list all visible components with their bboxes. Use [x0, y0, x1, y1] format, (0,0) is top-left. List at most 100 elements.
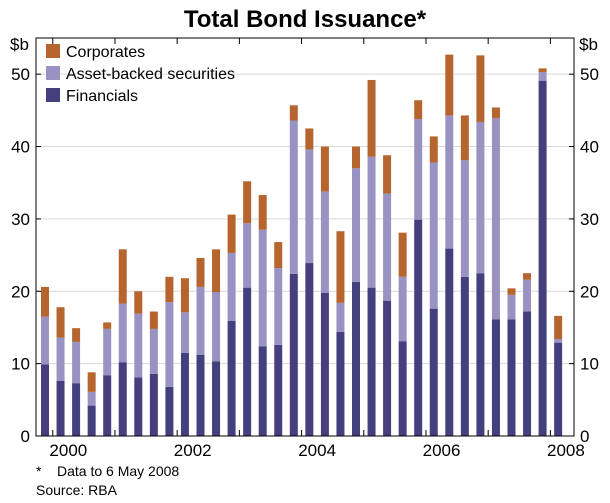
y-axis-ticks: 0 0 10 10 20 20 30 30 40 40 50 50 [11, 65, 599, 446]
bar-asset-backed-securities-2002Q3 [212, 291, 221, 362]
bar-asset-backed-securities-2003Q3 [274, 268, 283, 345]
legend-swatch [46, 44, 60, 58]
bar-financials-2006Q2 [445, 248, 454, 436]
bar-corporates-2003Q1 [243, 181, 252, 224]
bar-asset-backed-securities-2007Q2 [507, 294, 516, 320]
bar-financials-2001Q2 [134, 377, 143, 436]
bar-corporates-2001Q2 [134, 291, 143, 314]
bar-financials-2000Q2 [72, 383, 81, 436]
plot-frame [35, 37, 575, 437]
bar-asset-backed-securities-2000Q1 [56, 337, 65, 382]
bar-asset-backed-securities-2002Q1 [180, 312, 189, 353]
x-tick-label: 2004 [298, 441, 336, 460]
bar-corporates-2005Q1 [367, 79, 376, 157]
bar-corporates-2005Q3 [398, 232, 407, 277]
bar-corporates-2006Q4 [476, 55, 485, 122]
x-tick-label: 2008 [547, 441, 585, 460]
y-tick-label-left: 30 [11, 210, 30, 229]
bar-asset-backed-securities-2004Q1 [305, 149, 314, 264]
bar-asset-backed-securities-2005Q4 [414, 119, 423, 220]
bar-financials-2000Q1 [56, 381, 65, 436]
bar-financials-2004Q1 [305, 263, 314, 436]
bar-corporates-2004Q1 [305, 128, 314, 150]
bar-corporates-2007Q3 [523, 273, 532, 280]
y-tick-label-left: 50 [11, 65, 30, 84]
bar-corporates-2000Q2 [72, 328, 81, 342]
bar-asset-backed-securities-2004Q4 [352, 168, 360, 282]
bar-financials-2007Q1 [491, 319, 500, 436]
bar-asset-backed-securities-2001Q1 [118, 303, 127, 363]
bar-asset-backed-securities-2006Q3 [460, 160, 469, 277]
y-tick-label-right: 50 [580, 65, 599, 84]
bar-asset-backed-securities-2004Q2 [320, 191, 329, 293]
bar-asset-backed-securities-2005Q2 [383, 193, 392, 301]
bar-asset-backed-securities-2002Q2 [196, 286, 205, 355]
bar-corporates-2005Q2 [383, 155, 392, 194]
bar-corporates-2003Q4 [289, 105, 298, 121]
y-tick-label-right: 10 [580, 355, 599, 374]
bar-stacks [41, 54, 563, 436]
bar-asset-backed-securities-1999Q4 [41, 316, 49, 365]
bar-corporates-2004Q2 [320, 146, 329, 192]
bar-asset-backed-securities-2007Q1 [491, 118, 500, 320]
bar-corporates-2000Q1 [56, 307, 65, 338]
y-axis-unit-right: $b [579, 35, 598, 54]
bar-corporates-2008Q1 [554, 315, 563, 340]
bar-financials-2005Q4 [414, 219, 423, 436]
bar-financials-2001Q3 [149, 373, 158, 436]
bar-financials-2007Q2 [507, 319, 516, 436]
x-axis-ticks: 2000 2002 2004 2006 2008 [49, 38, 585, 460]
bar-financials-2007Q3 [523, 311, 532, 436]
bar-asset-backed-securities-2001Q2 [134, 313, 143, 378]
bar-asset-backed-securities-2003Q4 [289, 120, 298, 274]
bar-corporates-2007Q4 [538, 68, 547, 73]
bar-corporates-2004Q4 [352, 146, 360, 169]
bar-corporates-2001Q1 [118, 249, 127, 304]
source-note: Source: RBA [36, 482, 117, 498]
y-tick-label-right: 0 [580, 427, 589, 446]
bar-financials-2002Q4 [227, 320, 236, 436]
bar-asset-backed-securities-2001Q4 [165, 302, 174, 387]
bar-corporates-2001Q4 [165, 276, 174, 303]
chart-title: Total Bond Issuance* [184, 6, 427, 33]
bar-corporates-2006Q2 [445, 54, 454, 116]
bar-asset-backed-securities-2005Q3 [398, 276, 407, 342]
bar-financials-2002Q2 [196, 354, 205, 436]
legend-label: Financials [66, 88, 138, 105]
bar-financials-2003Q2 [258, 346, 267, 436]
bar-asset-backed-securities-2000Q2 [72, 341, 81, 384]
bar-corporates-1999Q4 [41, 286, 49, 317]
bar-corporates-2001Q3 [149, 311, 158, 329]
bar-financials-2007Q4 [538, 80, 547, 436]
bar-financials-2004Q3 [336, 331, 345, 436]
legend: Corporates Asset-backed securities Financi… [46, 44, 235, 105]
bar-asset-backed-securities-2006Q4 [476, 121, 485, 274]
bar-financials-2003Q4 [289, 273, 298, 436]
y-tick-label-left: 10 [11, 355, 30, 374]
bar-corporates-2000Q3 [87, 372, 96, 392]
bar-asset-backed-securities-2001Q3 [149, 328, 158, 374]
y-axis-unit-left: $b [10, 35, 29, 54]
legend-swatch [46, 88, 60, 102]
bar-corporates-2005Q4 [414, 100, 423, 120]
bar-asset-backed-securities-2003Q1 [243, 223, 252, 288]
legend-label: Asset-backed securities [66, 66, 235, 83]
bar-asset-backed-securities-2006Q1 [429, 162, 438, 309]
bar-asset-backed-securities-2004Q3 [336, 302, 345, 332]
bar-financials-2003Q3 [274, 344, 283, 436]
bar-corporates-2003Q2 [258, 195, 267, 230]
bar-asset-backed-securities-2008Q1 [554, 339, 563, 343]
bar-financials-2001Q4 [165, 386, 174, 436]
bar-asset-backed-securities-2000Q4 [103, 328, 112, 376]
bar-financials-2002Q3 [212, 361, 221, 436]
bar-asset-backed-securities-2006Q2 [445, 115, 454, 249]
bar-financials-2003Q1 [243, 287, 252, 436]
bar-corporates-2007Q1 [491, 107, 500, 119]
legend-swatch [46, 66, 60, 80]
bar-financials-2004Q2 [320, 292, 329, 436]
x-tick-label: 2006 [423, 441, 461, 460]
bar-asset-backed-securities-2007Q4 [538, 72, 547, 81]
bar-financials-2005Q3 [398, 341, 407, 436]
bar-asset-backed-securities-2007Q3 [523, 279, 532, 312]
y-tick-label-left: 0 [21, 427, 30, 446]
